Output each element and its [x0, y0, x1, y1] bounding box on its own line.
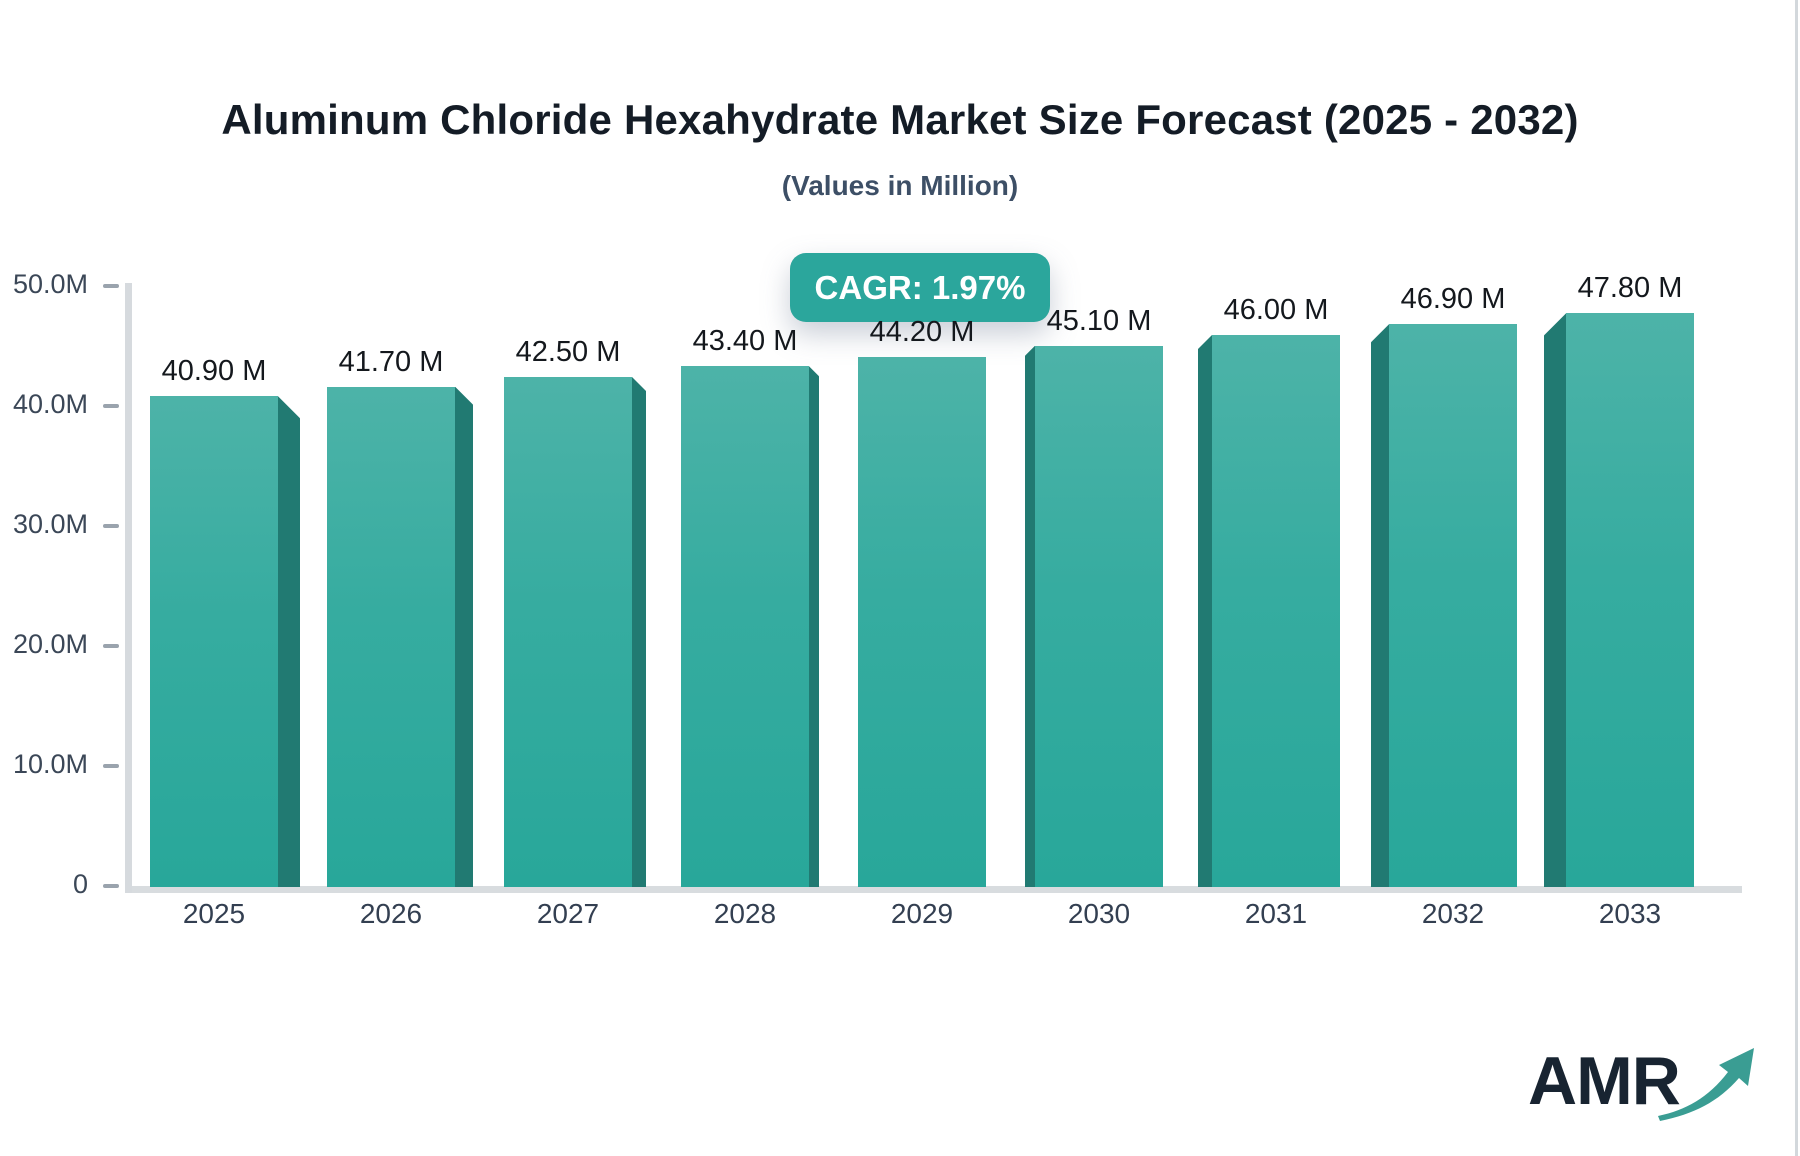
bar-value-label-2030: 45.10 M — [1046, 304, 1152, 337]
y-tick-label-50.0M: 50.0M — [12, 269, 88, 299]
bar-side-2033 — [1544, 313, 1566, 887]
screenshot-right-edge — [1795, 0, 1798, 1156]
bar-value-label-2032: 46.90 M — [1400, 283, 1506, 316]
y-tick-label-30.0M: 30.0M — [12, 509, 88, 539]
y-tick-mark — [103, 644, 119, 648]
bar-side-2031 — [1198, 335, 1212, 887]
bar-2031[interactable] — [1212, 335, 1340, 887]
x-tick-label-2032: 2032 — [1421, 898, 1485, 929]
growth-arrow-icon — [1658, 1048, 1754, 1121]
bar-2030[interactable] — [1035, 345, 1163, 887]
x-tick-label-2026: 2026 — [359, 898, 423, 929]
bar-2032[interactable] — [1389, 324, 1517, 887]
x-tick-label-2029: 2029 — [890, 898, 954, 929]
bar-value-label-2029: 44.20 M — [869, 315, 975, 348]
bar-2025[interactable] — [150, 396, 278, 887]
bar-2026[interactable] — [327, 386, 455, 887]
bar-value-label-2028: 43.40 M — [692, 325, 798, 358]
bar-2029[interactable] — [858, 356, 986, 887]
bar-side-2030 — [1025, 345, 1035, 887]
chart-subtitle: (Values in Million) — [781, 170, 1019, 201]
bar-side-2027 — [632, 377, 646, 887]
y-tick-mark — [103, 404, 119, 408]
amr-logo: AMR — [1528, 1034, 1754, 1124]
bar-2028[interactable] — [681, 366, 809, 887]
x-tick-label-2025: 2025 — [182, 898, 246, 929]
cagr-badge: CAGR: 1.97% — [790, 253, 1050, 322]
bar-2027[interactable] — [504, 377, 632, 887]
bar-side-2028 — [809, 366, 819, 887]
y-axis-line — [125, 283, 132, 893]
x-tick-label-2028: 2028 — [713, 898, 777, 929]
y-tick-mark — [103, 524, 119, 528]
x-axis-line — [125, 886, 1742, 893]
y-tick-mark — [103, 764, 119, 768]
x-tick-label-2030: 2030 — [1067, 898, 1131, 929]
bar-value-label-2031: 46.00 M — [1223, 294, 1329, 326]
y-tick-label-20.0M: 20.0M — [12, 629, 88, 659]
y-tick-label-0: 0 — [72, 869, 88, 899]
chart-title: Aluminum Chloride Hexahydrate Market Siz… — [221, 96, 1579, 143]
x-tick-label-2031: 2031 — [1244, 898, 1308, 929]
bar-value-label-2027: 42.50 M — [515, 336, 621, 368]
amr-logo-text: AMR — [1528, 1043, 1681, 1119]
bar-value-label-2025: 40.90 M — [161, 355, 267, 388]
y-tick-label-40.0M: 40.0M — [12, 389, 88, 419]
x-tick-label-2033: 2033 — [1598, 898, 1662, 929]
x-tick-label-2027: 2027 — [536, 898, 600, 929]
bar-side-2026 — [455, 386, 473, 887]
y-tick-mark — [103, 884, 119, 888]
y-tick-label-10.0M: 10.0M — [12, 749, 88, 779]
bar-2033[interactable] — [1566, 313, 1694, 887]
bar-side-2032 — [1371, 324, 1389, 887]
bar-value-label-2026: 41.70 M — [338, 345, 444, 378]
cagr-badge-label: CAGR: 1.97% — [814, 268, 1026, 306]
bar-side-2025 — [278, 396, 300, 887]
y-tick-mark — [103, 284, 119, 288]
bar-value-label-2033: 47.80 M — [1577, 272, 1683, 305]
